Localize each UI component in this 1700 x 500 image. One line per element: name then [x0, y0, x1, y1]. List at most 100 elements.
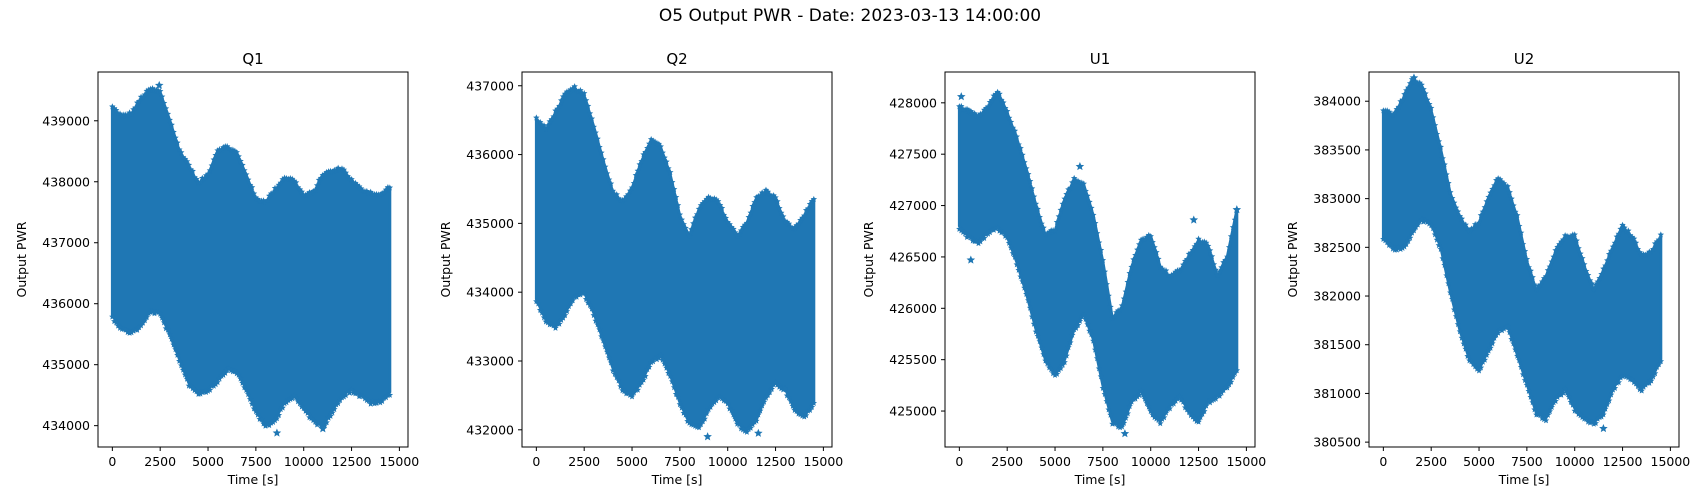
data-point [552, 107, 559, 114]
data-point [1531, 406, 1538, 413]
data-point [1030, 320, 1038, 327]
data-point [1504, 183, 1511, 190]
data-point [1648, 377, 1655, 384]
data-point [705, 406, 712, 413]
edge-markers-q1 [109, 85, 394, 432]
data-point [1592, 419, 1599, 427]
data-point [1630, 235, 1638, 242]
data-point [1418, 81, 1425, 88]
data-point [544, 122, 552, 129]
data-point [749, 202, 756, 209]
data-point [988, 96, 996, 103]
data-point [990, 226, 998, 233]
data-point [1147, 232, 1154, 240]
data-point [980, 106, 988, 113]
data-point [1214, 272, 1221, 279]
data-point [386, 184, 394, 191]
data-point [189, 167, 196, 174]
data-point [1594, 415, 1601, 422]
y-axis-label: Output PWR [438, 221, 453, 297]
data-point [277, 179, 284, 186]
data-point [1437, 245, 1444, 252]
data-point [600, 156, 607, 163]
data-point [319, 171, 327, 178]
data-point [1145, 403, 1153, 410]
data-point [1596, 274, 1603, 281]
data-point [1019, 151, 1026, 158]
data-point [1475, 367, 1483, 374]
data-point [1558, 238, 1565, 245]
data-point [657, 143, 664, 150]
data-point [1051, 371, 1059, 378]
data-point [668, 378, 676, 385]
data-point [1088, 204, 1095, 211]
data-point [561, 311, 569, 319]
data-point [336, 166, 344, 173]
y-tick-label: 437000 [466, 78, 514, 93]
data-point [584, 102, 592, 109]
data-point [670, 185, 678, 193]
data-point [770, 381, 777, 388]
data-point [1399, 244, 1406, 251]
data-point [1435, 138, 1443, 145]
data-point [1456, 328, 1464, 335]
data-point [1431, 121, 1439, 129]
data-point [1454, 320, 1462, 328]
data-point [1183, 255, 1191, 263]
data-point [135, 324, 143, 331]
data-point [1462, 345, 1469, 352]
data-point [264, 196, 271, 204]
subplot-title: Q2 [666, 50, 687, 68]
data-point [1401, 90, 1408, 98]
data-point [1191, 243, 1198, 250]
data-point [776, 204, 783, 212]
y-tick-label: 437000 [42, 235, 90, 250]
data-point [1579, 254, 1586, 262]
data-point [1005, 114, 1013, 121]
data-point [235, 153, 242, 160]
data-point [1550, 399, 1557, 406]
data-point [269, 418, 277, 425]
data-point [638, 378, 645, 386]
data-point [1206, 247, 1214, 254]
data-point [1025, 297, 1032, 304]
data-point [1605, 250, 1613, 257]
data-point [735, 421, 743, 428]
x-tick-label: 0 [108, 454, 116, 469]
data-point [158, 314, 166, 321]
data-point [557, 97, 565, 104]
data-point [128, 329, 135, 336]
data-point [1172, 397, 1179, 404]
data-point [1548, 258, 1555, 265]
data-point [1470, 224, 1477, 231]
data-point [323, 168, 330, 176]
data-point [1222, 256, 1229, 263]
data-point [170, 341, 177, 348]
data-point [1632, 239, 1640, 246]
x-tick-label: 12500 [1603, 454, 1643, 469]
data-point [1598, 413, 1605, 420]
y-tick-label: 434000 [42, 418, 90, 433]
data-point [1095, 365, 1103, 372]
data-point [1565, 393, 1573, 400]
data-point [233, 148, 240, 156]
edge-markers-u2 [1380, 75, 1665, 427]
data-point [254, 411, 262, 418]
data-point [160, 99, 168, 106]
data-point [634, 386, 642, 393]
data-point [1454, 208, 1462, 215]
x-tick-label: 5000 [192, 454, 224, 469]
data-point [1590, 420, 1598, 427]
data-point [382, 394, 390, 401]
data-point [1143, 233, 1151, 240]
data-point [682, 224, 689, 231]
data-point [377, 399, 384, 406]
data-point [273, 415, 281, 422]
data-point [734, 232, 741, 239]
data-point [804, 407, 812, 414]
data-point [1166, 405, 1174, 412]
data-point [975, 111, 982, 119]
data-point [1598, 270, 1605, 277]
data-point [1172, 268, 1179, 275]
data-point [258, 416, 265, 423]
